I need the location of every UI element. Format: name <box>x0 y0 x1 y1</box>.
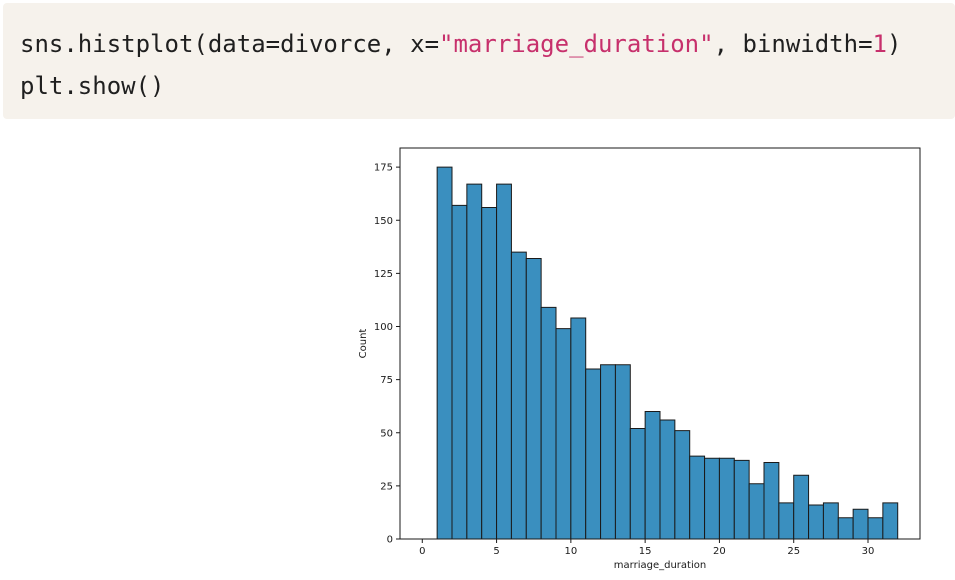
histogram-plot: 0 5 10 15 20 25 30 0 25 50 75 100 125 150 175 marriag… <box>358 147 921 571</box>
y-axis-ticks: 0 25 50 75 100 125 150 175 <box>374 163 400 546</box>
histogram-bars <box>436 166 899 540</box>
histogram-bar <box>659 419 676 540</box>
x-tick-label: 30 <box>862 546 875 557</box>
histogram-bar <box>704 457 720 540</box>
x-axis-label: marriage_duration <box>614 560 706 571</box>
y-tick-label: 125 <box>374 269 393 280</box>
histogram-bar <box>748 483 765 540</box>
histogram-bar <box>570 317 587 540</box>
code-text: ) <box>886 30 902 58</box>
histogram-bar <box>763 462 780 540</box>
y-tick-label: 175 <box>374 163 393 174</box>
x-tick-label: 25 <box>787 546 800 557</box>
histogram-bar <box>733 459 750 540</box>
histogram-bar <box>436 166 453 540</box>
y-tick-label: 75 <box>380 375 393 386</box>
histogram-bar <box>793 474 810 540</box>
histogram-bar <box>808 504 824 540</box>
x-tick-label: 20 <box>713 546 726 557</box>
x-tick-label: 5 <box>493 546 499 557</box>
code-cell: sns.histplot(data=divorce, x="marriage_d… <box>3 3 955 119</box>
x-tick-label: 10 <box>564 546 577 557</box>
histogram-bar <box>525 258 542 540</box>
y-tick-label: 25 <box>380 481 393 492</box>
y-axis-label: Count <box>358 329 369 359</box>
histogram-bar <box>629 428 646 540</box>
histogram-bar <box>585 368 602 540</box>
histogram-bar <box>689 455 706 540</box>
histogram-bar <box>882 502 899 540</box>
histogram-bar <box>837 517 854 540</box>
histogram-bar <box>674 430 691 540</box>
x-axis-ticks: 0 5 10 15 20 25 30 <box>419 539 874 557</box>
code-line-1: sns.histplot(data=divorce, x="marriage_d… <box>20 23 955 65</box>
histogram-bar <box>600 364 616 540</box>
histogram-bar <box>510 251 527 540</box>
code-number: 1 <box>872 30 887 58</box>
histogram-bar <box>852 508 869 540</box>
histogram-bar <box>822 502 839 540</box>
code-text: , binwidth= <box>713 30 873 58</box>
histogram-bar <box>540 306 557 540</box>
code-line-2: plt.show() <box>20 72 165 100</box>
code-text: sns.histplot(data=divorce, x= <box>20 30 440 58</box>
histogram-bar <box>718 457 735 540</box>
histogram-bar <box>778 502 795 540</box>
x-tick-label: 0 <box>419 546 425 557</box>
histogram-bar <box>481 207 498 540</box>
y-tick-label: 150 <box>374 216 393 227</box>
histogram-bar <box>614 364 631 540</box>
histogram-bar <box>466 183 483 540</box>
histogram-bar <box>496 183 512 540</box>
code-string: "marriage_duration" <box>439 30 714 58</box>
histogram-bar <box>451 204 468 540</box>
y-tick-label: 100 <box>374 322 393 333</box>
histogram-bar <box>644 411 661 540</box>
histogram-bar <box>555 328 572 540</box>
y-tick-label: 50 <box>380 428 393 439</box>
histogram-bar <box>867 517 884 540</box>
axes-frame <box>399 147 921 540</box>
y-tick-label: 0 <box>387 535 393 546</box>
x-tick-label: 15 <box>639 546 652 557</box>
